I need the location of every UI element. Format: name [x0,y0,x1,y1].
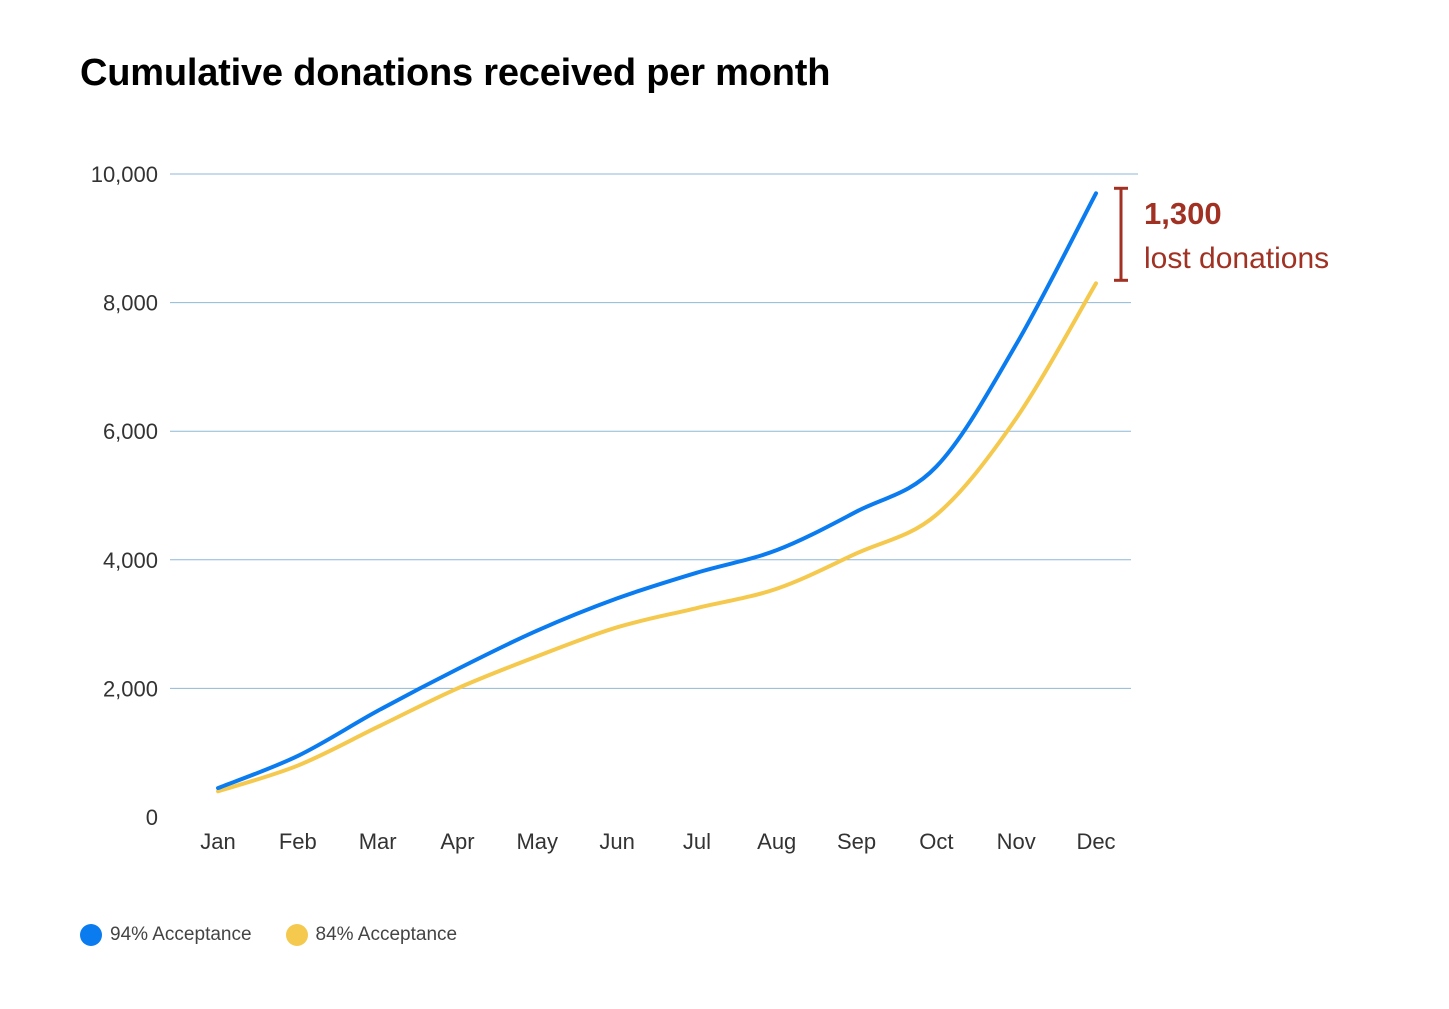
x-tick-label: Oct [919,829,953,854]
y-tick-label: 2,000 [103,676,158,701]
annotation-text: lost donations [1144,242,1329,275]
x-tick-label: Sep [837,829,876,854]
legend-swatch-94 [80,924,102,946]
legend-label-84: 84% Acceptance [315,924,458,945]
x-axis-ticks: Jan Feb Mar Apr May Jun Jul Aug Sep Oct Nov Dec [200,829,1115,854]
x-tick-label: Apr [440,829,474,854]
annotation-value: 1,300 [1144,196,1222,231]
x-tick-label: Aug [757,829,796,854]
x-tick-label: Jul [683,829,711,854]
legend-item-84: 84% Acceptance [285,924,458,946]
x-tick-label: Dec [1076,829,1115,854]
legend-swatch-84 [285,924,308,946]
y-tick-label: 8,000 [103,291,158,316]
x-tick-label: Feb [279,829,317,854]
y-axis-ticks: 0 2,000 4,000 6,000 8,000 10,000 [91,162,158,830]
legend-item-94: 94% Acceptance [80,924,252,946]
legend-label-94: 94% Acceptance [110,924,252,945]
gap-annotation: 1,300 lost donations [1114,186,1329,282]
series-lines [216,191,1098,794]
series-line-94 [216,191,1098,791]
y-tick-label: 0 [146,805,158,830]
x-tick-label: May [516,829,558,854]
chart-title: Cumulative donations received per month [80,52,831,94]
x-tick-label: Nov [997,829,1036,854]
x-tick-label: Mar [359,829,397,854]
x-tick-label: Jun [599,829,634,854]
y-tick-label: 10,000 [91,162,158,187]
series-line-84 [216,281,1098,794]
x-tick-label: Jan [200,829,235,854]
gridlines [170,173,1138,689]
legend: 94% Acceptance 84% Acceptance [80,924,457,946]
y-tick-label: 6,000 [103,419,158,444]
y-tick-label: 4,000 [103,548,158,573]
